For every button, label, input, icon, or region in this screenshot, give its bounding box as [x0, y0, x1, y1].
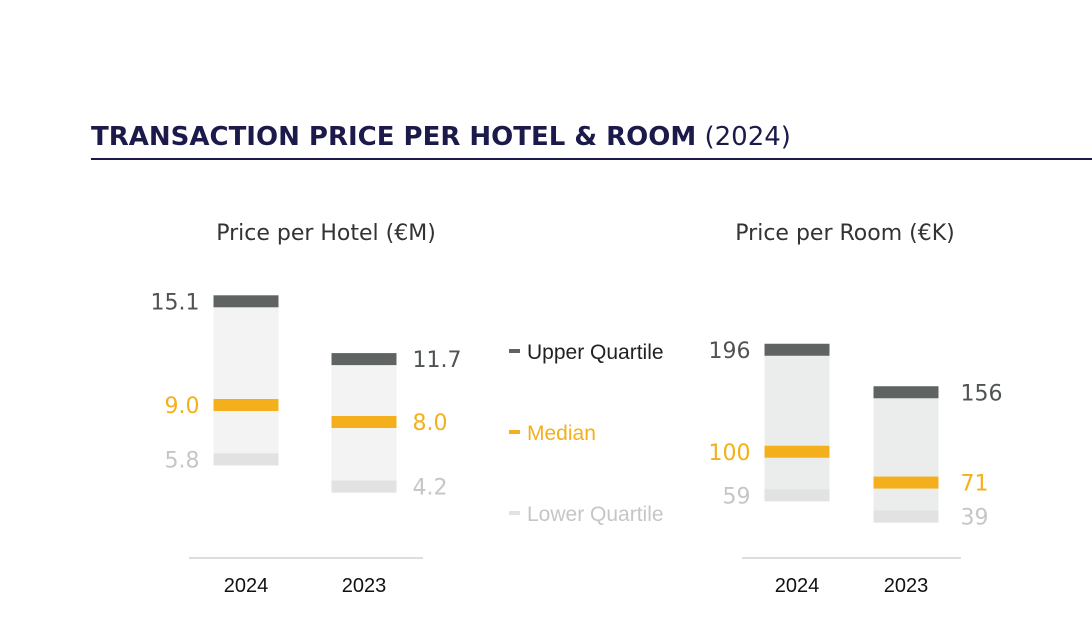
- room-lower-label-2023: 39: [961, 506, 989, 531]
- room-upper-label-2023: 156: [961, 381, 1003, 406]
- room-median-label-2023: 71: [961, 472, 989, 497]
- heading-year: (2024): [704, 122, 791, 152]
- room-chart-title: Price per Room (€K): [735, 221, 954, 246]
- hotel-year-label-2024: 2024: [224, 575, 269, 597]
- page-heading: TRANSACTION PRICE PER HOTEL & ROOM (2024…: [91, 122, 791, 152]
- heading-bold: TRANSACTION PRICE PER HOTEL & ROOM: [91, 122, 697, 152]
- legend: Upper Quartile Median Lower Quartile: [509, 341, 664, 526]
- hotel-lower-label-2024: 5.8: [165, 448, 200, 473]
- room-year-label-2023: 2023: [884, 575, 929, 597]
- room-box-2024: [764, 349, 830, 502]
- hotel-median-label-2023: 8.0: [413, 411, 448, 436]
- room-median-2023: [873, 476, 939, 489]
- room-lower-quartile-2023: [873, 510, 939, 523]
- hotel-upper-label-2023: 11.7: [413, 348, 462, 373]
- hotel-upper-quartile-2024: [213, 295, 279, 308]
- hotel-year-label-2023: 2023: [342, 575, 387, 597]
- room-year-label-2024: 2024: [775, 575, 820, 597]
- room-median-label-2024: 100: [709, 441, 751, 466]
- hotel-lower-quartile-2023: [331, 480, 397, 493]
- room-upper-quartile-2023: [873, 386, 939, 399]
- room-upper-label-2024: 196: [709, 339, 751, 364]
- hotel-median-label-2024: 9.0: [165, 394, 200, 419]
- price-per-room-chart: Price per Room (€K) 196 100 59 2024 156 71 39 2…: [709, 221, 1003, 597]
- legend-median-swatch: [509, 430, 520, 434]
- legend-lower-label: Lower Quartile: [527, 503, 664, 526]
- hotel-lower-label-2023: 4.2: [413, 476, 448, 501]
- hotel-upper-label-2024: 15.1: [151, 290, 200, 315]
- hotel-box-2024: [213, 301, 279, 466]
- hotel-median-2024: [213, 399, 279, 411]
- legend-upper-swatch: [509, 349, 520, 353]
- hotel-chart-title: Price per Hotel (€M): [216, 221, 436, 246]
- legend-lower-swatch: [509, 511, 520, 515]
- heading-rule: [91, 158, 1092, 160]
- room-lower-quartile-2024: [764, 489, 830, 502]
- room-median-2024: [764, 445, 830, 458]
- legend-upper-label: Upper Quartile: [527, 341, 664, 364]
- room-box-2023: [873, 392, 939, 523]
- price-per-hotel-chart: Price per Hotel (€M) 15.1 9.0 5.8 2024 11.7 8…: [151, 221, 462, 597]
- legend-median-label: Median: [527, 422, 596, 445]
- hotel-lower-quartile-2024: [213, 453, 279, 466]
- room-upper-quartile-2024: [764, 343, 830, 356]
- hotel-median-2023: [331, 416, 397, 428]
- hotel-upper-quartile-2023: [331, 353, 397, 366]
- room-lower-label-2024: 59: [723, 484, 751, 509]
